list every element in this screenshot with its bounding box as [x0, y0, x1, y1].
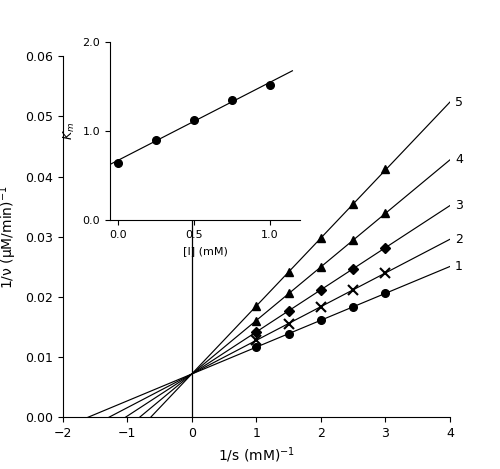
Text: 1: 1	[455, 260, 463, 273]
Text: 4: 4	[455, 153, 463, 166]
Text: 2: 2	[455, 233, 463, 246]
Y-axis label: 1/ν (μM/min)$^{-1}$: 1/ν (μM/min)$^{-1}$	[0, 185, 19, 289]
Text: 5: 5	[455, 96, 463, 108]
X-axis label: 1/s (mM)$^{-1}$: 1/s (mM)$^{-1}$	[218, 446, 294, 465]
X-axis label: [I] (mM): [I] (mM)	[182, 246, 228, 256]
Y-axis label: $K_m$: $K_m$	[62, 122, 77, 140]
Text: 3: 3	[455, 199, 463, 212]
